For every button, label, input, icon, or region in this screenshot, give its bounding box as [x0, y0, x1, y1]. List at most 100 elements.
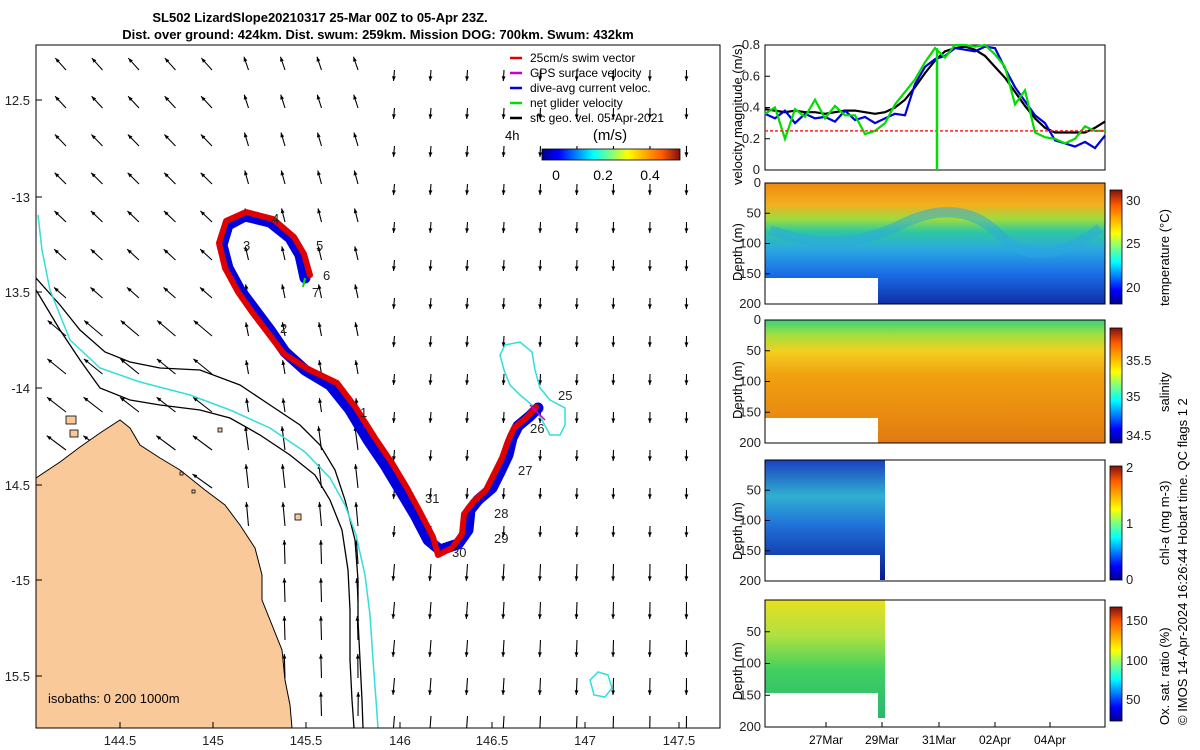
isobath-200m [36, 289, 355, 728]
sal-cbar-tick-355: 35.5 [1126, 353, 1151, 368]
chla-panel: 2 1 0 chl-a (mg m-3) Depth (m) 50 100 150 2… [730, 459, 1172, 588]
day-label: 30 [452, 545, 466, 560]
eddy-contour-small [589, 671, 613, 698]
date-tick: 04Apr [1034, 733, 1066, 747]
map-y-tick: -15 [11, 573, 30, 588]
depth-tick: 50 [747, 205, 761, 220]
map-y-tick: 13.5 [5, 285, 30, 300]
footer-credit: © IMOS 14-Apr-2024 16:26:44 Hobart time.… [1175, 398, 1190, 725]
legend-entry: sfc geo. vel. 05-Apr-2021 [530, 111, 664, 125]
track-swim [216, 209, 539, 558]
day-label: 6 [323, 268, 330, 283]
depth-tick: 0 [754, 312, 761, 327]
depth-tick: 0 [754, 175, 761, 190]
track-net [302, 277, 306, 288]
date-tick: 31Mar [922, 733, 956, 747]
depth-tick: 200 [739, 719, 761, 734]
map-y-tick: 15.5 [5, 669, 30, 684]
chl-cbar-tick-2: 2 [1126, 460, 1133, 475]
map-x-tick: 145 [202, 733, 224, 748]
ox-cbar-tick-50: 50 [1126, 692, 1140, 707]
map-x-tick: 147.5 [663, 733, 696, 748]
legend-entry: GPS surface velocity [530, 66, 641, 80]
map-x-tick: 147 [574, 733, 596, 748]
day-label: 28 [494, 506, 508, 521]
chla-ylabel: Depth (m) [730, 502, 745, 560]
temperature-colorbar [1109, 189, 1123, 305]
reef-patches [65, 415, 302, 521]
day-label: 25 [558, 388, 572, 403]
oxygen-ylabel: Depth (m) [730, 642, 745, 700]
map-y-tick: -13 [11, 190, 30, 205]
colorbar-tick: 0 [552, 167, 560, 183]
day-label: 4 [272, 211, 279, 226]
oxygen-panel: 150 100 50 Ox. sat. ratio (%) Depth (m) … [730, 599, 1172, 734]
velocity-series-line [764, 45, 1106, 150]
velocity-y-tick: 0.2 [742, 131, 760, 146]
map-y-tick: 12.5 [5, 93, 30, 108]
sal-cbar-tick-345: 34.5 [1126, 428, 1151, 443]
day-label: 3 [243, 238, 250, 253]
map-x-tick: 145.5 [290, 733, 323, 748]
day-label: 31 [425, 491, 439, 506]
day-label: 5 [316, 238, 323, 253]
speed-colorbar [541, 148, 681, 161]
map-x-tick: 146.5 [476, 733, 509, 748]
temp-cbar-tick-20: 20 [1126, 280, 1140, 295]
eddy-contour [499, 341, 566, 436]
colorbar-tick: 0.2 [593, 167, 613, 183]
legend-entry: dive-avg current veloc. [530, 81, 651, 95]
colorbar-tick: 0.4 [640, 167, 660, 183]
chla-cbar-label: chl-a (mg m-3) [1157, 480, 1172, 565]
legend-entry: 25cm/s swim vector [530, 51, 635, 65]
velocity-ylabel: velocity magnitude (m/s) [730, 44, 745, 185]
chl-cbar-tick-1: 1 [1126, 516, 1133, 531]
day-label: 2 [280, 321, 287, 336]
temperature-panel: 30 25 20 temperature (°C) Depth (m) 0 50 1… [730, 175, 1172, 311]
day-label: 27 [518, 463, 532, 478]
chla-colorbar [1109, 465, 1123, 581]
track-gps [529, 404, 546, 421]
oxygen-cbar-label: Ox. sat. ratio (%) [1157, 627, 1172, 725]
map-area: 1 2 3 4 567 25 26 27 28 29 30 31 isobaths: 0 200 10… [36, 45, 720, 728]
depth-tick: 50 [747, 482, 761, 497]
salinity-cbar-label: salinity [1157, 372, 1172, 412]
depth-tick: 150 [739, 687, 761, 702]
depth-tick: 50 [747, 343, 761, 358]
velocity-y-tick: 0 [753, 162, 760, 177]
date-axis-ticks: 27Mar 29Mar 31Mar 02Apr 04Apr [809, 722, 1066, 747]
date-tick: 29Mar [865, 733, 899, 747]
depth-tick: 100 [739, 236, 761, 251]
speed-colorbar-ticks: 0 0.2 0.4 [552, 167, 660, 183]
day-label: 29 [494, 531, 508, 546]
depth-tick: 100 [739, 374, 761, 389]
land [36, 419, 293, 728]
map-title-line2: Dist. over ground: 424km. Dist. swum: 25… [122, 27, 634, 42]
legend-entry: net glider velocity [530, 96, 623, 110]
depth-tick: 100 [739, 656, 761, 671]
temp-cbar-tick-25: 25 [1126, 236, 1140, 251]
isobath-1000m [37, 214, 379, 728]
salinity-colorbar [1109, 327, 1123, 444]
map-frame [35, 44, 721, 729]
map-y-ticks: 12.5 -13 13.5 -14 14.5 -15 15.5 [5, 93, 42, 684]
depth-tick: 150 [739, 543, 761, 558]
ox-cbar-tick-100: 100 [1126, 653, 1148, 668]
date-tick: 02Apr [979, 733, 1011, 747]
velocity-panel: 0 0.2 0.4 0.6 0.8 velocity magnitude (m/s) [730, 37, 1106, 185]
salinity-panel: 35.5 35 34.5 salinity Depth (m) 0 50 100 15… [730, 312, 1172, 450]
isobath-0m [36, 277, 364, 728]
isobaths-label: isobaths: 0 200 1000m [48, 691, 180, 706]
track-dive-avg [216, 210, 544, 556]
depth-tick: 200 [739, 296, 761, 311]
depth-tick: 150 [739, 266, 761, 281]
map-x-tick: 144.5 [104, 733, 137, 748]
map-x-tick: 146 [389, 733, 411, 748]
temp-cbar-tick-30: 30 [1126, 193, 1140, 208]
ox-cbar-tick-150: 150 [1126, 613, 1148, 628]
colorbar-unit: (m/s) [593, 127, 627, 144]
day-label: 1 [360, 405, 367, 420]
temperature-ylabel: Depth (m) [730, 223, 745, 281]
